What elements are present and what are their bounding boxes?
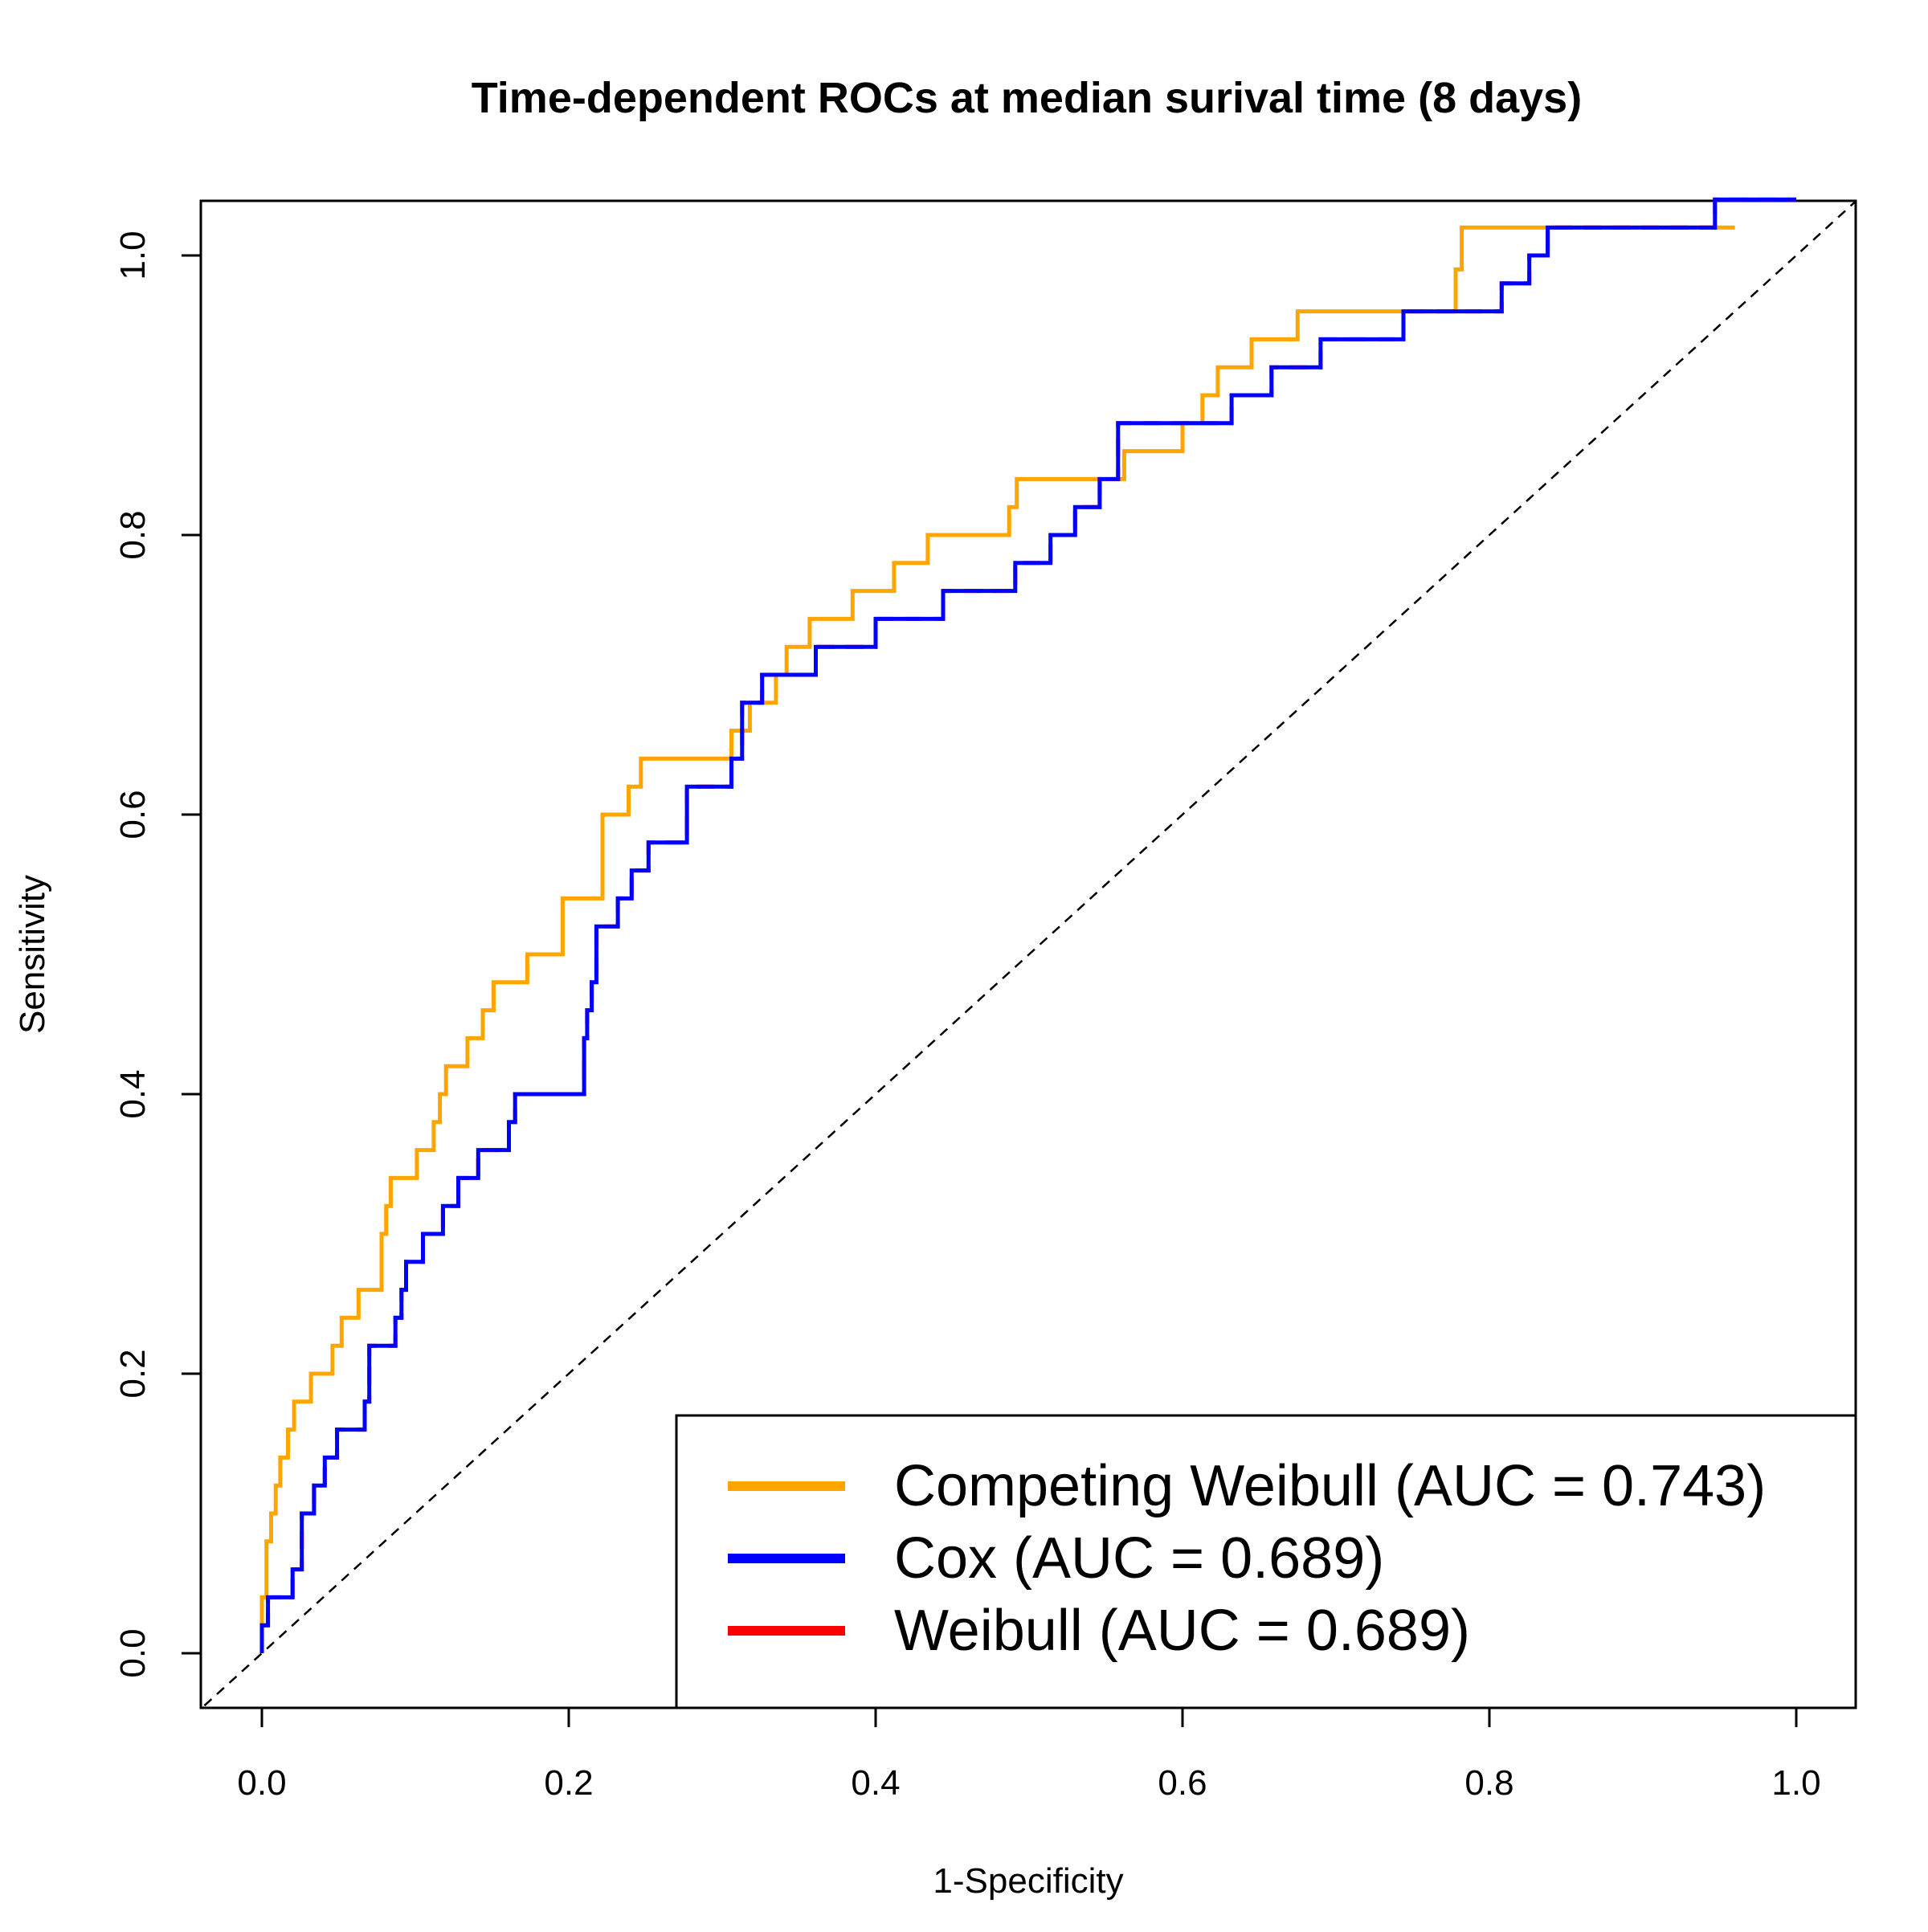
y-axis-label: Sensitivity <box>13 875 52 1034</box>
y-tick-label: 0.6 <box>113 790 153 839</box>
x-tick-label: 0.0 <box>237 1763 286 1803</box>
roc-curves <box>259 197 1796 1653</box>
x-tick-label: 0.8 <box>1464 1763 1513 1803</box>
legend-label-2: Weibull (AUC = 0.689) <box>894 1599 1470 1663</box>
axes: 0.0 0.2 0.4 0.6 0.8 1.0 0.0 0.2 0.4 0.6 0.8 1.0 <box>113 231 1821 1803</box>
roc-curve-0 <box>259 225 1735 1653</box>
y-tick-label: 1.0 <box>113 231 153 280</box>
y-tick-label: 0.0 <box>113 1628 153 1677</box>
roc-curve-1 <box>259 197 1796 1653</box>
legend-label-1: Cox (AUC = 0.689) <box>894 1526 1384 1591</box>
y-tick-label: 0.8 <box>113 510 153 559</box>
y-tick-label: 0.4 <box>113 1069 153 1118</box>
legend-label-0: Competing Weibull (AUC = 0.743) <box>894 1454 1766 1518</box>
legend-box <box>675 1414 1857 1709</box>
y-tick-label: 0.2 <box>113 1349 153 1398</box>
x-tick-label: 0.4 <box>851 1763 900 1803</box>
legend: Competing Weibull (AUC = 0.743) Cox (AUC … <box>675 1414 1857 1709</box>
x-tick-label: 0.2 <box>544 1763 593 1803</box>
x-tick-label: 1.0 <box>1771 1763 1820 1803</box>
chart-title: Time-dependent ROCs at median surival ti… <box>472 74 1582 122</box>
x-tick-label: 0.6 <box>1158 1763 1207 1803</box>
x-axis-label: 1-Specificity <box>933 1861 1123 1901</box>
